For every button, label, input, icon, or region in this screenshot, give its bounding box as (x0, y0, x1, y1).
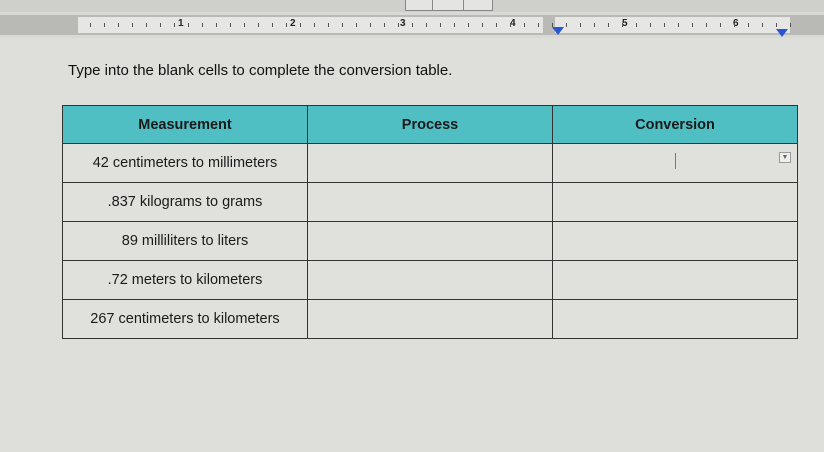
ruler-tick (146, 23, 147, 27)
ruler-tick (90, 23, 91, 27)
ruler-tick (174, 23, 175, 27)
ruler-tick (300, 23, 301, 27)
ruler-tick (664, 23, 665, 27)
ruler-tick (454, 23, 455, 27)
ruler-tick (398, 23, 399, 27)
ruler-tick (790, 23, 791, 27)
measurement-cell: .72 meters to kilometers (62, 260, 308, 300)
ruler-tick (594, 23, 595, 27)
ruler-tick (552, 23, 553, 27)
header-conversion: Conversion (552, 105, 798, 144)
ruler-tick (342, 23, 343, 27)
ruler-tick (118, 23, 119, 27)
ruler-tick (636, 23, 637, 27)
table-row: 42 centimeters to millimeters ▼ (62, 143, 798, 183)
table-header-row: Measurement Process Conversion (62, 105, 798, 144)
table-row: .72 meters to kilometers (62, 260, 798, 300)
ruler-tick (286, 23, 287, 27)
indent-marker-icon[interactable] (776, 29, 788, 37)
ruler[interactable]: 1 2 3 4 5 6 (0, 15, 824, 35)
process-cell[interactable] (307, 299, 553, 339)
ruler-tick (370, 23, 371, 27)
toolbar (0, 0, 824, 12)
ruler-tick (272, 23, 273, 27)
ruler-tick (244, 23, 245, 27)
ruler-tick (440, 23, 441, 27)
ruler-number: 3 (400, 18, 406, 29)
ruler-tick (202, 23, 203, 27)
ruler-tick (356, 23, 357, 27)
ruler-tick (678, 23, 679, 27)
ruler-tick (412, 23, 413, 27)
ruler-tick (622, 23, 623, 27)
toolbar-button[interactable] (432, 0, 464, 11)
conversion-cell[interactable] (552, 182, 798, 222)
ruler-number: 5 (622, 18, 628, 29)
ruler-tick (608, 23, 609, 27)
ruler-number: 1 (178, 18, 184, 29)
text-cursor (674, 153, 676, 169)
header-measurement: Measurement (62, 105, 308, 144)
ruler-tick (314, 23, 315, 27)
instruction-text: Type into the blank cells to complete th… (68, 62, 453, 79)
header-process: Process (307, 105, 553, 144)
ruler-number: 4 (510, 18, 516, 29)
conversion-table: Measurement Process Conversion 42 centim… (62, 105, 798, 339)
ruler-tick (510, 23, 511, 27)
ruler-number: 6 (733, 18, 739, 29)
ruler-tick (384, 23, 385, 27)
ruler-tick (650, 23, 651, 27)
table-row: .837 kilograms to grams (62, 182, 798, 222)
ruler-tick (762, 23, 763, 27)
measurement-cell: .837 kilograms to grams (62, 182, 308, 222)
ruler-tick (538, 23, 539, 27)
ruler-tick (748, 23, 749, 27)
measurement-cell: 267 centimeters to kilometers (62, 299, 308, 339)
toolbar-button[interactable] (463, 0, 493, 11)
ruler-number: 2 (290, 18, 296, 29)
ruler-tick (160, 23, 161, 27)
conversion-cell[interactable] (552, 299, 798, 339)
ruler-margin-area (78, 17, 543, 33)
ruler-tick (258, 23, 259, 27)
process-cell[interactable] (307, 143, 553, 183)
measurement-cell: 89 milliliters to liters (62, 221, 308, 261)
table-row: 89 milliliters to liters (62, 221, 798, 261)
ruler-tick (104, 23, 105, 27)
process-cell[interactable] (307, 260, 553, 300)
conversion-cell[interactable]: ▼ (552, 143, 798, 183)
ruler-tick (230, 23, 231, 27)
process-cell[interactable] (307, 221, 553, 261)
ruler-tick (706, 23, 707, 27)
ruler-tick (776, 23, 777, 27)
ruler-tick (580, 23, 581, 27)
ruler-tick (496, 23, 497, 27)
ruler-tick (468, 23, 469, 27)
measurement-cell: 42 centimeters to millimeters (62, 143, 308, 183)
ruler-tick (524, 23, 525, 27)
toolbar-button[interactable] (405, 0, 433, 11)
indent-marker-icon[interactable] (552, 27, 564, 35)
ruler-tick (566, 23, 567, 27)
ruler-tick (720, 23, 721, 27)
ruler-tick (132, 23, 133, 27)
dropdown-arrow-icon[interactable]: ▼ (779, 152, 791, 163)
conversion-cell[interactable] (552, 221, 798, 261)
ruler-tick (328, 23, 329, 27)
ruler-tick (426, 23, 427, 27)
ruler-tick (734, 23, 735, 27)
ruler-tick (482, 23, 483, 27)
ruler-margin-area (555, 17, 790, 33)
ruler-tick (188, 23, 189, 27)
ruler-tick (692, 23, 693, 27)
process-cell[interactable] (307, 182, 553, 222)
ruler-tick (216, 23, 217, 27)
conversion-cell[interactable] (552, 260, 798, 300)
table-row: 267 centimeters to kilometers (62, 299, 798, 339)
